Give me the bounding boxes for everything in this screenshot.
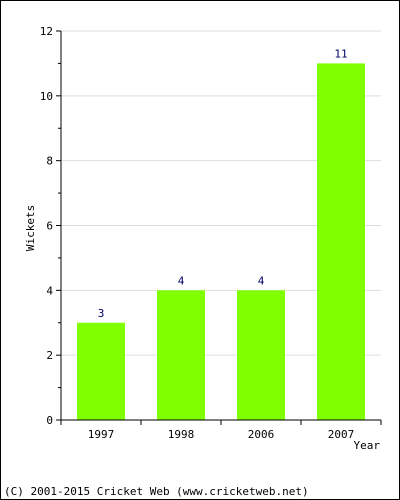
bar bbox=[157, 290, 205, 420]
bar bbox=[237, 290, 285, 420]
bar bbox=[317, 63, 365, 421]
y-tick-label: 4 bbox=[46, 284, 53, 297]
copyright-footer: (C) 2001-2015 Cricket Web (www.cricketwe… bbox=[4, 485, 309, 498]
x-tick-label: 2006 bbox=[248, 428, 275, 441]
y-tick-label: 12 bbox=[40, 25, 53, 38]
y-axis-ticks: 0 2 4 6 8 10 12 bbox=[40, 25, 61, 427]
value-labels: 3 4 4 11 bbox=[98, 47, 348, 319]
y-tick-label: 10 bbox=[40, 90, 53, 103]
y-tick-label: 2 bbox=[46, 349, 53, 362]
x-tick-label: 2007 bbox=[328, 428, 355, 441]
bar bbox=[77, 322, 125, 420]
bar-value-label: 4 bbox=[258, 274, 265, 287]
x-axis-ticks: 1997 1998 2006 2007 bbox=[60, 420, 382, 441]
bar-value-label: 3 bbox=[98, 307, 105, 320]
bar-group bbox=[77, 63, 365, 421]
y-tick-label: 8 bbox=[46, 155, 53, 168]
bar-value-label: 4 bbox=[178, 274, 185, 287]
y-axis-label: Wickets bbox=[24, 205, 37, 251]
x-tick-label: 1997 bbox=[88, 428, 115, 441]
y-tick-label: 0 bbox=[46, 414, 53, 427]
y-tick-label: 6 bbox=[46, 220, 53, 233]
x-tick-label: 1998 bbox=[168, 428, 195, 441]
bar-chart: 0 2 4 6 8 10 12 1997 1998 2006 2007 3 4 4 11 Wickets… bbox=[24, 25, 382, 452]
bar-value-label: 11 bbox=[334, 47, 347, 60]
x-axis-label: Year bbox=[354, 439, 381, 452]
